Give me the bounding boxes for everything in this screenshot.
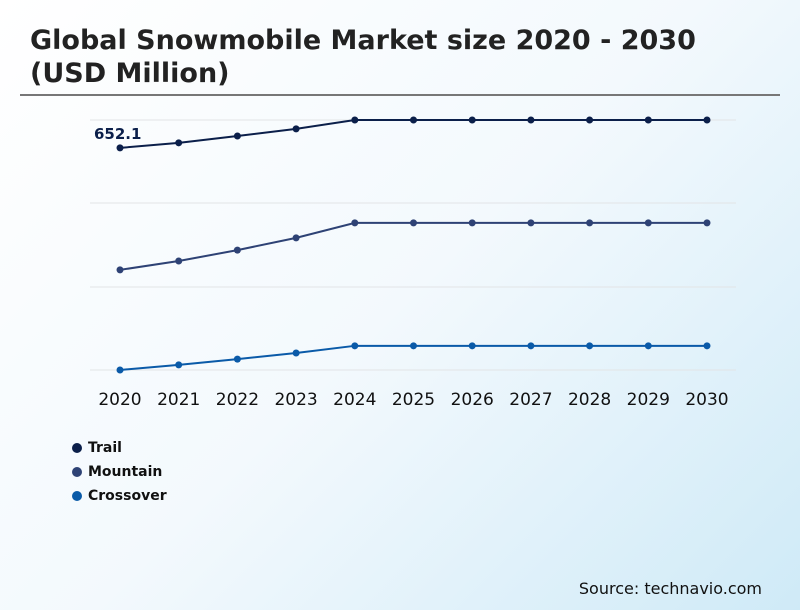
- data-point-mountain: [116, 266, 124, 274]
- data-point-trail: [233, 132, 241, 140]
- line-chart: 2020 2021 2022 2023 2024 2025 2026 2027 2028 2029…: [90, 116, 736, 410]
- x-tick-label: 2029: [627, 390, 670, 410]
- data-point-mountain: [292, 234, 300, 242]
- legend-item-mountain: Mountain: [72, 460, 167, 484]
- data-point-crossover: [527, 342, 535, 350]
- series-line-trail: [119, 119, 707, 149]
- legend: Trail Mountain Crossover: [72, 436, 167, 508]
- data-point-trail: [527, 116, 535, 124]
- data-point-trail: [116, 144, 124, 152]
- chart-title: Global Snowmobile Market size 2020 - 203…: [30, 25, 696, 89]
- data-point-crossover: [586, 342, 594, 350]
- data-point-crossover: [292, 349, 300, 357]
- data-point-mountain: [468, 219, 476, 227]
- data-point-trail: [703, 116, 711, 124]
- legend-label: Crossover: [88, 488, 167, 504]
- data-point-mountain: [175, 257, 183, 265]
- series-line-mountain: [119, 221, 707, 271]
- data-point-crossover: [175, 361, 183, 369]
- data-label: 652.1: [94, 125, 141, 143]
- x-tick-label: 2027: [509, 390, 552, 410]
- data-point-trail: [351, 116, 359, 124]
- legend-label: Mountain: [88, 464, 163, 480]
- data-point-mountain: [703, 219, 711, 227]
- x-tick-label: 2025: [392, 390, 435, 410]
- data-point-trail: [468, 116, 476, 124]
- source-label: Source: technavio.com: [578, 579, 762, 598]
- data-point-trail: [644, 116, 652, 124]
- data-point-crossover: [644, 342, 652, 350]
- legend-label: Trail: [88, 440, 122, 456]
- data-point-crossover: [233, 355, 241, 363]
- x-tick-label: 2026: [451, 390, 494, 410]
- data-point-trail: [586, 116, 594, 124]
- data-point-trail: [410, 116, 417, 124]
- x-tick-label: 2020: [98, 390, 141, 410]
- x-tick-label: 2030: [685, 390, 728, 410]
- data-point-crossover: [410, 342, 417, 350]
- x-tick-label: 2023: [274, 390, 317, 410]
- data-point-mountain: [586, 219, 594, 227]
- data-point-mountain: [410, 219, 417, 227]
- series-line-crossover: [119, 344, 707, 371]
- data-point-crossover: [351, 342, 359, 350]
- legend-item-crossover: Crossover: [72, 484, 167, 508]
- data-point-crossover: [116, 366, 124, 374]
- data-point-mountain: [351, 219, 359, 227]
- data-point-crossover: [703, 342, 711, 350]
- x-tick-label: 2022: [216, 390, 259, 410]
- data-point-trail: [292, 125, 300, 133]
- x-tick-label: 2024: [333, 390, 376, 410]
- x-tick-label: 2021: [157, 390, 200, 410]
- data-point-mountain: [644, 219, 652, 227]
- title-divider: [20, 94, 780, 96]
- legend-marker-icon: [72, 443, 82, 453]
- data-point-trail: [175, 139, 183, 147]
- legend-marker-icon: [72, 491, 82, 501]
- data-point-mountain: [527, 219, 535, 227]
- data-point-crossover: [468, 342, 476, 350]
- data-point-mountain: [233, 246, 241, 254]
- legend-item-trail: Trail: [72, 436, 167, 460]
- x-tick-label: 2028: [568, 390, 611, 410]
- legend-marker-icon: [72, 467, 82, 477]
